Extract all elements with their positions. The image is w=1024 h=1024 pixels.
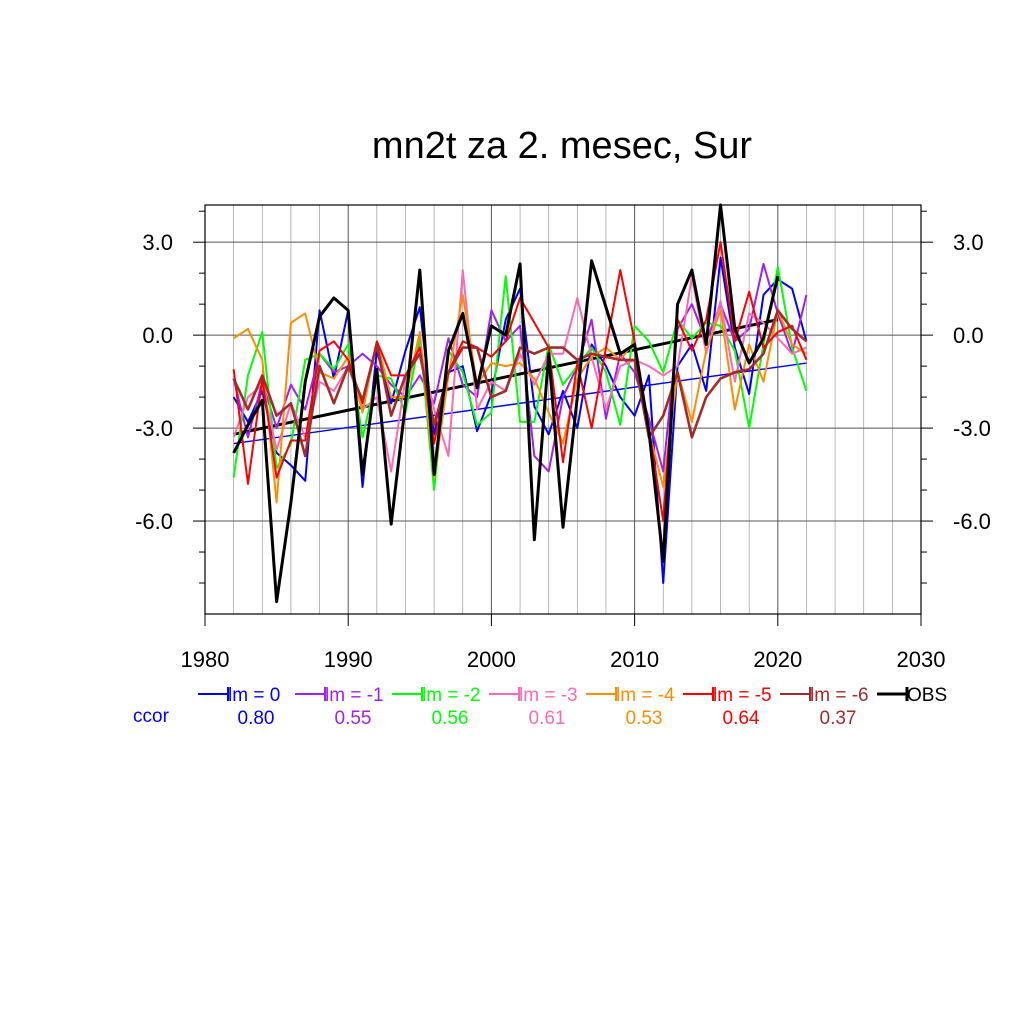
y-tick-label-right: 3.0: [953, 230, 984, 255]
plot-frame: [204, 204, 922, 615]
legend-label: OBS: [907, 685, 947, 706]
trend-line: [233, 362, 807, 445]
legend-label: lm = 0: [228, 685, 280, 706]
x-tick-label: 2020: [753, 647, 802, 672]
chart-title: mn2t za 2. mesec, Sur: [372, 125, 752, 167]
y-tick-label-right: 0.0: [953, 323, 984, 348]
legend-label: lm = -1: [325, 685, 384, 706]
series-line-1: [232, 262, 808, 473]
x-axis-tick-labels: 1980 1990 2000 2010 2020 2030: [181, 647, 946, 672]
ccor-value: 0.37: [820, 708, 857, 729]
x-tick-label: 2030: [897, 647, 946, 672]
ccor-label: ccor: [133, 706, 170, 727]
x-tick-label: 2010: [610, 647, 659, 672]
x-tick-label: 1980: [181, 647, 230, 672]
legend-label: lm = -5: [713, 685, 772, 706]
ccor-value: 0.61: [529, 708, 566, 729]
series-line-7: [232, 203, 780, 604]
legend-label: lm = -6: [810, 685, 869, 706]
series-line-6: [232, 309, 808, 458]
y-axis-tick-labels: 3.0 3.0 0.0 0.0 -3.0 -3.0 -6.0 -6.0: [135, 230, 991, 534]
ccor-value: 0.53: [626, 708, 663, 729]
legend-label: lm = -3: [519, 685, 578, 706]
ccor-value: 0.56: [432, 708, 469, 729]
series-lines: [232, 203, 808, 604]
legend-label: lm = -4: [616, 685, 675, 706]
y-tick-label-left: 0.0: [142, 323, 173, 348]
ccor-value: 0.55: [335, 708, 372, 729]
x-tick-label: 2000: [467, 647, 516, 672]
series-line-4: [233, 293, 807, 504]
x-tick-label: 1990: [324, 647, 373, 672]
y-tick-label-left: -3.0: [135, 416, 173, 441]
series-line-2: [232, 265, 808, 492]
tick-marks: [193, 210, 933, 626]
y-tick-label-left: 3.0: [142, 230, 173, 255]
y-tick-label-left: -6.0: [135, 509, 173, 534]
y-tick-label-right: -6.0: [953, 509, 991, 534]
y-tick-label-right: -3.0: [953, 416, 991, 441]
ccor-value: 0.64: [723, 708, 760, 729]
legend-label: lm = -2: [422, 685, 481, 706]
ccor-value: 0.80: [238, 708, 275, 729]
